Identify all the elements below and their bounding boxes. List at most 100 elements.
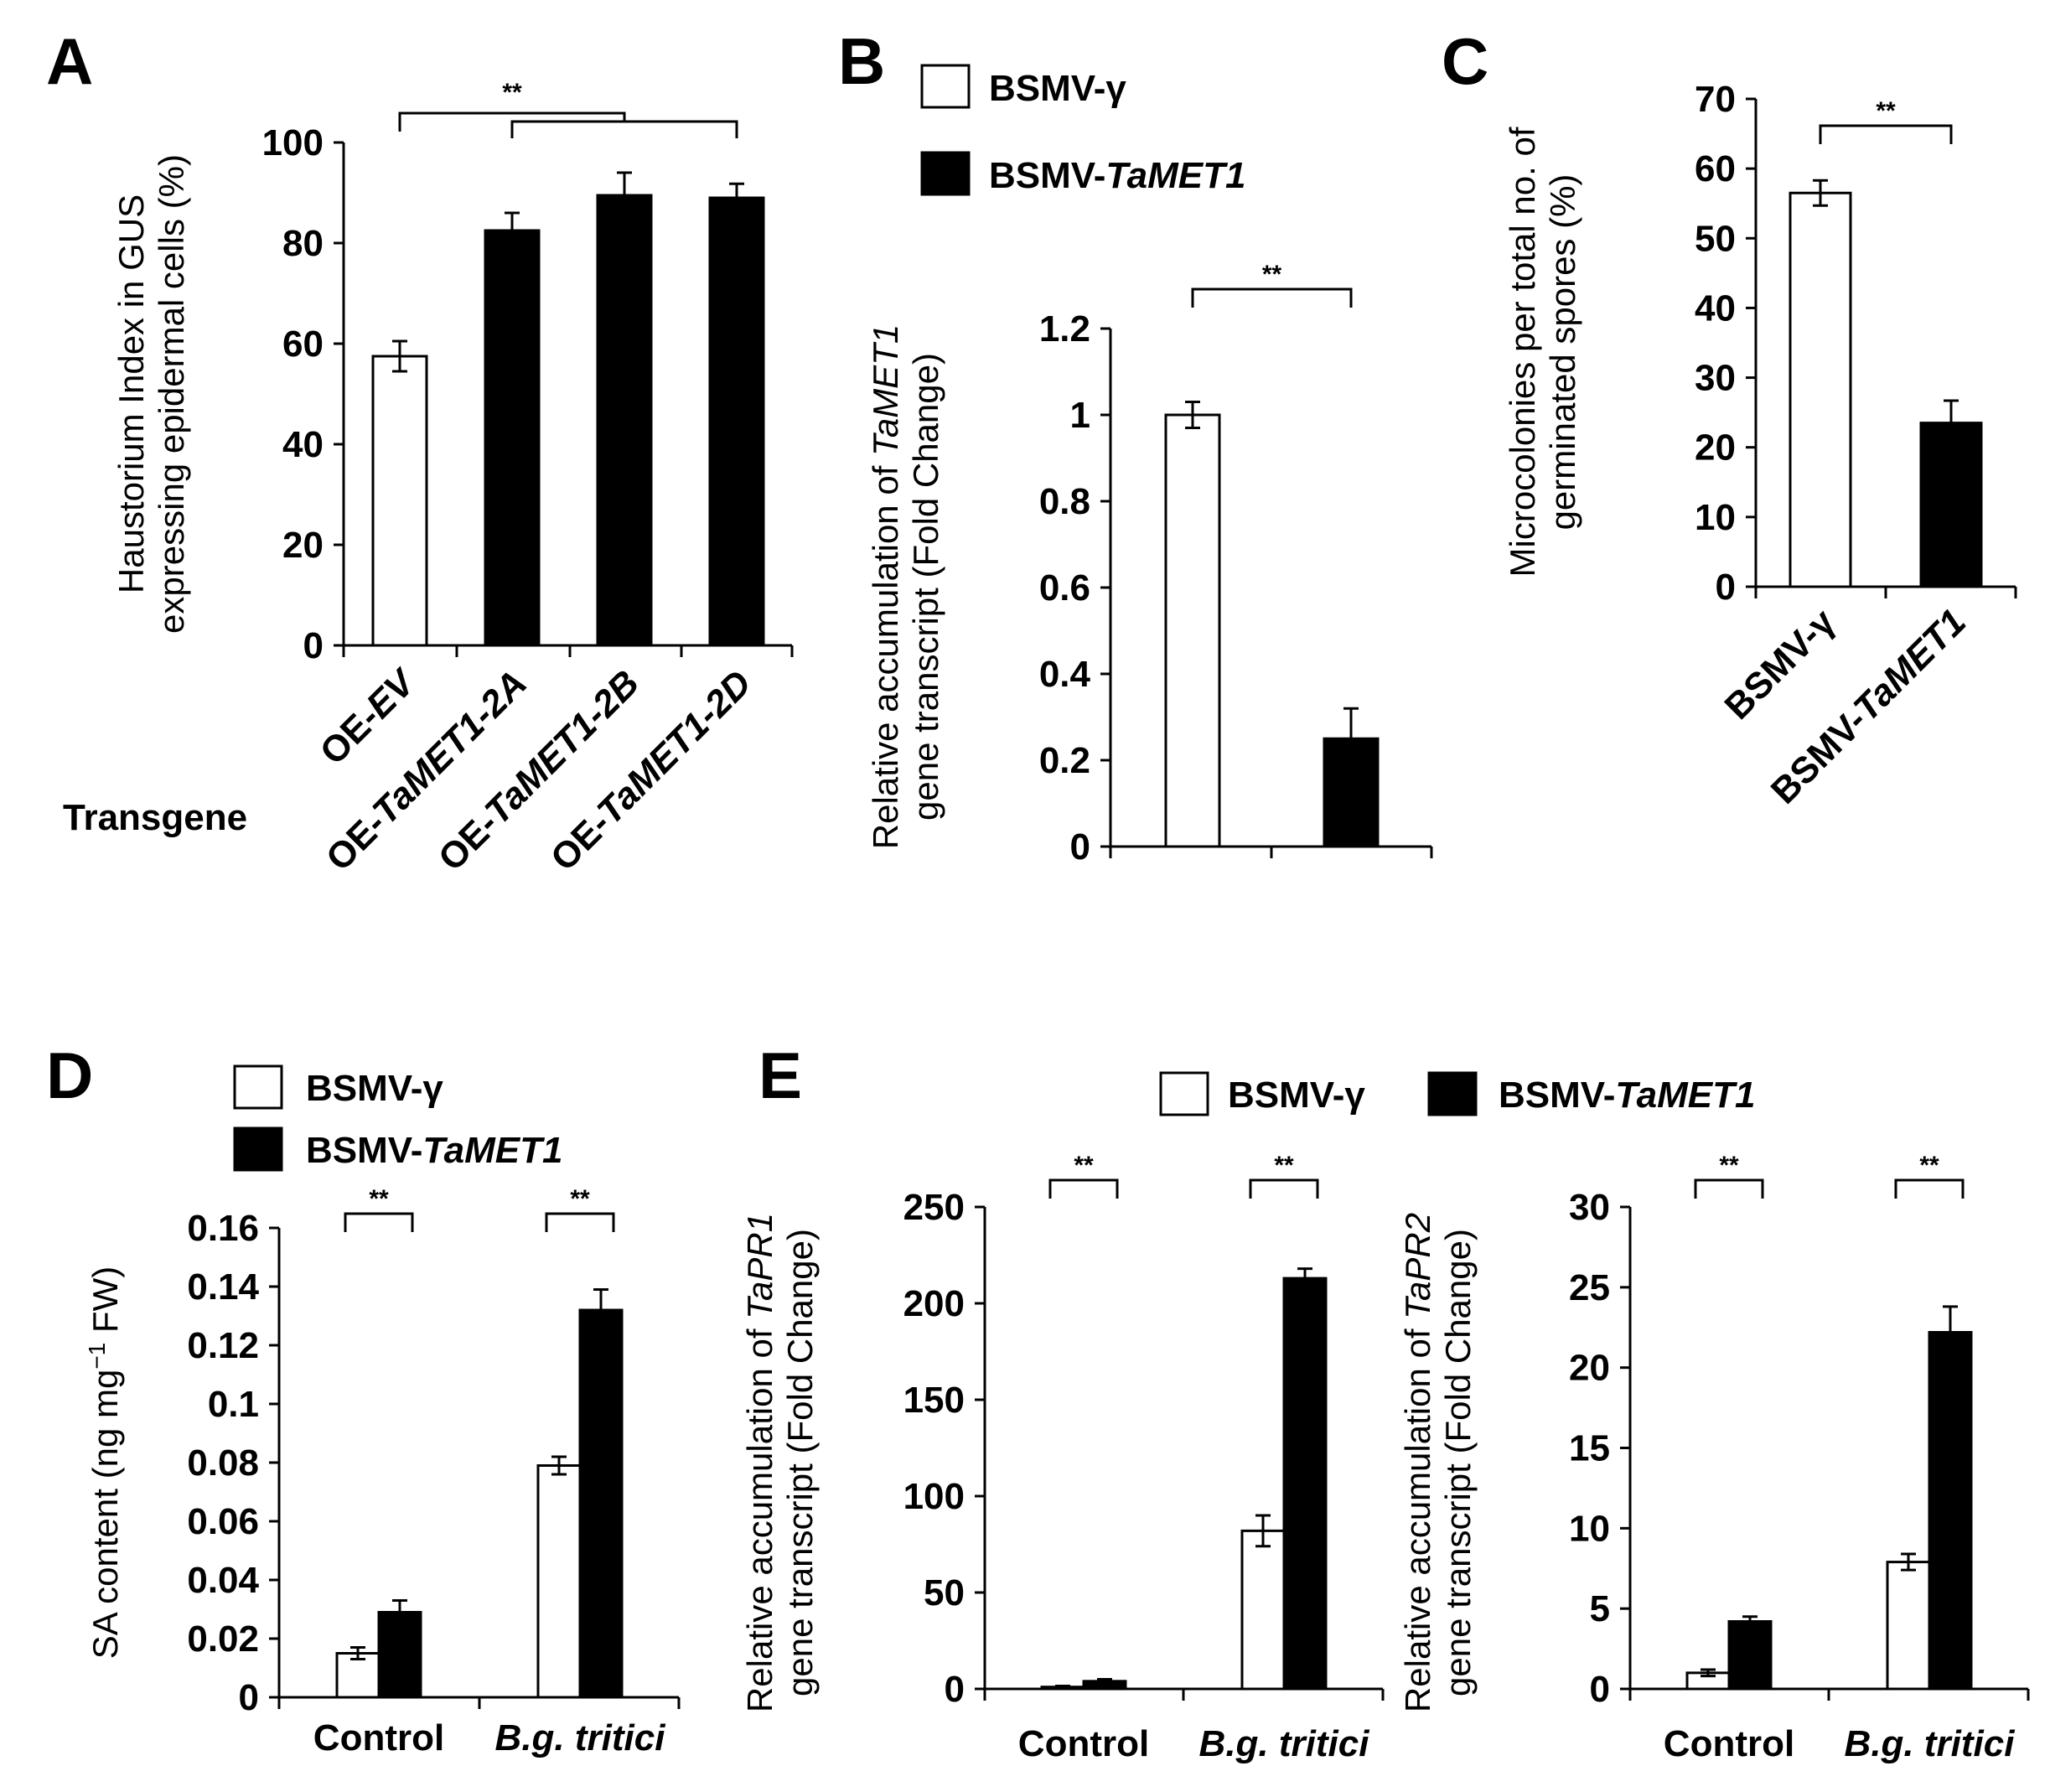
bar-1-1 — [1282, 1277, 1328, 1691]
bar-1-0 — [536, 1464, 582, 1699]
y-tick-label: 200 — [903, 1283, 965, 1324]
y-tick-label: 30 — [1695, 358, 1736, 399]
chart-b-tamet1-expression: 0 0.2 0.4 0.6 0.8 1 1.2 ** Relative accumulation… — [866, 261, 1433, 868]
significance-bracket — [1694, 1178, 1764, 1199]
y-tick-label: 5 — [1590, 1588, 1610, 1629]
bar-3 — [708, 196, 765, 647]
legend-label-black: BSMV-TaMET1 — [1499, 1075, 1755, 1116]
legend-swatch-white — [920, 64, 971, 109]
y-tick-label: 0.02 — [187, 1618, 259, 1660]
panel-letter-e: E — [758, 1038, 802, 1112]
legend-swatch-white — [233, 1064, 283, 1110]
legend-swatch-black — [233, 1126, 283, 1172]
bar-0 — [371, 355, 428, 647]
significance-label: ** — [1074, 1152, 1094, 1179]
y-tick-label: 150 — [903, 1380, 965, 1421]
legend-swatch-black — [920, 151, 971, 196]
y-tick-label: 15 — [1569, 1428, 1610, 1469]
panel-letter-a: A — [46, 24, 93, 98]
y-axis-title: germinated spores (%) — [1543, 174, 1582, 531]
legend-d: BSMV-γ BSMV-TaMET1 — [233, 1064, 562, 1172]
y-tick-label: 60 — [282, 324, 324, 365]
legend-label-white: BSMV-γ — [306, 1068, 443, 1109]
significance-bracket — [344, 1212, 414, 1232]
y-tick-label: 0.4 — [1039, 654, 1091, 695]
x-axis-title: Transgene — [63, 797, 247, 838]
y-tick-label: 25 — [1569, 1267, 1610, 1308]
chart-a-haustorium-index: 0 20 40 60 80 100 OE-EVOE-TaMET1-2AOE-TaMET1-2… — [63, 79, 794, 879]
y-axis-title: Haustorium Index in GUS — [111, 194, 151, 593]
y-tick-label: 1 — [1070, 395, 1090, 436]
bar-1-0 — [1886, 1561, 1931, 1691]
y-tick-label: 0 — [303, 625, 324, 666]
y-tick-label: 1.2 — [1039, 308, 1090, 350]
significance-label: ** — [570, 1185, 590, 1213]
bar-0-1 — [1727, 1620, 1773, 1691]
chart-e-tapr1-expression: 0 50 100 150 200 250 ** ** Control B.g. tritici Re… — [740, 1152, 1385, 1764]
legend-label-black: BSMV-TaMET1 — [989, 155, 1245, 196]
bar-1 — [484, 229, 541, 647]
bar-1-1 — [578, 1308, 624, 1699]
y-axis-title: gene transcript (Fold Change) — [1438, 1229, 1478, 1696]
y-tick-label: 0 — [239, 1677, 259, 1718]
panel-letter-c: C — [1442, 24, 1488, 98]
x-category-label: Control — [1018, 1723, 1149, 1764]
significance-label: ** — [1719, 1152, 1739, 1179]
y-tick-label: 100 — [903, 1476, 965, 1517]
bar-1-1 — [1928, 1331, 1973, 1691]
y-tick-label: 60 — [1695, 148, 1736, 189]
y-tick-label: 100 — [262, 122, 324, 163]
bar-0-1 — [377, 1611, 422, 1699]
y-axis-title: Relative accumulation of TaPR1 — [740, 1213, 779, 1712]
significance-bracket — [1048, 1178, 1119, 1199]
significance-label: ** — [1919, 1152, 1939, 1179]
x-category-label: BSMV-γ — [1717, 601, 1844, 728]
y-axis-title: SA content (ng mg−1 FW) — [84, 1266, 126, 1659]
y-axis-title: expressing epidermal cells (%) — [152, 154, 191, 634]
bar-1 — [1919, 422, 1983, 588]
y-axis-title: Relative accumulation of TaMET1 — [866, 324, 905, 849]
x-category-label: Control — [313, 1717, 444, 1758]
y-tick-label: 0 — [945, 1669, 965, 1710]
legend-swatch-white — [1159, 1071, 1209, 1116]
legend-label-white: BSMV-γ — [1228, 1075, 1365, 1116]
y-tick-label: 0.08 — [187, 1442, 259, 1484]
y-tick-label: 0 — [1590, 1669, 1610, 1710]
significance-bracket — [1819, 124, 1953, 144]
x-category-label: OE-TaMET1-2D — [543, 662, 759, 878]
y-tick-label: 0.6 — [1039, 567, 1090, 609]
x-category-label: B.g. tritici — [495, 1717, 666, 1758]
y-axis-title: gene transcript (Fold Change) — [780, 1229, 820, 1696]
significance-label: ** — [502, 79, 522, 106]
y-tick-label: 20 — [282, 525, 324, 566]
bar-0 — [1164, 413, 1221, 848]
y-tick-label: 50 — [1695, 218, 1736, 259]
y-axis-title: Relative accumulation of TaPR2 — [1398, 1213, 1437, 1712]
y-tick-label: 0.04 — [187, 1560, 259, 1601]
x-category-label: OE-TaMET1-2B — [431, 662, 647, 878]
panel-letter-d: D — [46, 1038, 93, 1112]
significance-bracket — [1191, 287, 1353, 308]
significance-label: ** — [369, 1185, 389, 1213]
y-tick-label: 20 — [1569, 1348, 1610, 1389]
significance-label: ** — [1274, 1152, 1294, 1179]
legend-label-black: BSMV-TaMET1 — [306, 1130, 562, 1171]
significance-label: ** — [1876, 97, 1896, 125]
y-tick-label: 40 — [282, 424, 324, 465]
legend-label-white: BSMV-γ — [989, 68, 1126, 109]
significance-label: ** — [1262, 261, 1282, 288]
x-category-label: B.g. tritici — [1199, 1723, 1370, 1764]
x-category-label: Control — [1664, 1723, 1794, 1764]
y-tick-label: 0 — [1716, 567, 1736, 608]
significance-bracket — [510, 120, 738, 138]
y-tick-label: 0.12 — [187, 1325, 259, 1366]
y-tick-label: 0 — [1070, 826, 1090, 868]
y-tick-label: 70 — [1695, 79, 1736, 120]
y-axis-title: gene transcript (Fold Change) — [906, 353, 945, 821]
chart-e-tapr2-expression: 0 5 10 15 20 25 30 ** ** Control B.g. tritici Relat… — [1398, 1152, 2030, 1764]
y-tick-label: 250 — [903, 1187, 965, 1228]
legend-swatch-black — [1427, 1071, 1478, 1116]
x-category-label: B.g. tritici — [1845, 1723, 2016, 1764]
y-tick-label: 0.8 — [1039, 481, 1090, 522]
